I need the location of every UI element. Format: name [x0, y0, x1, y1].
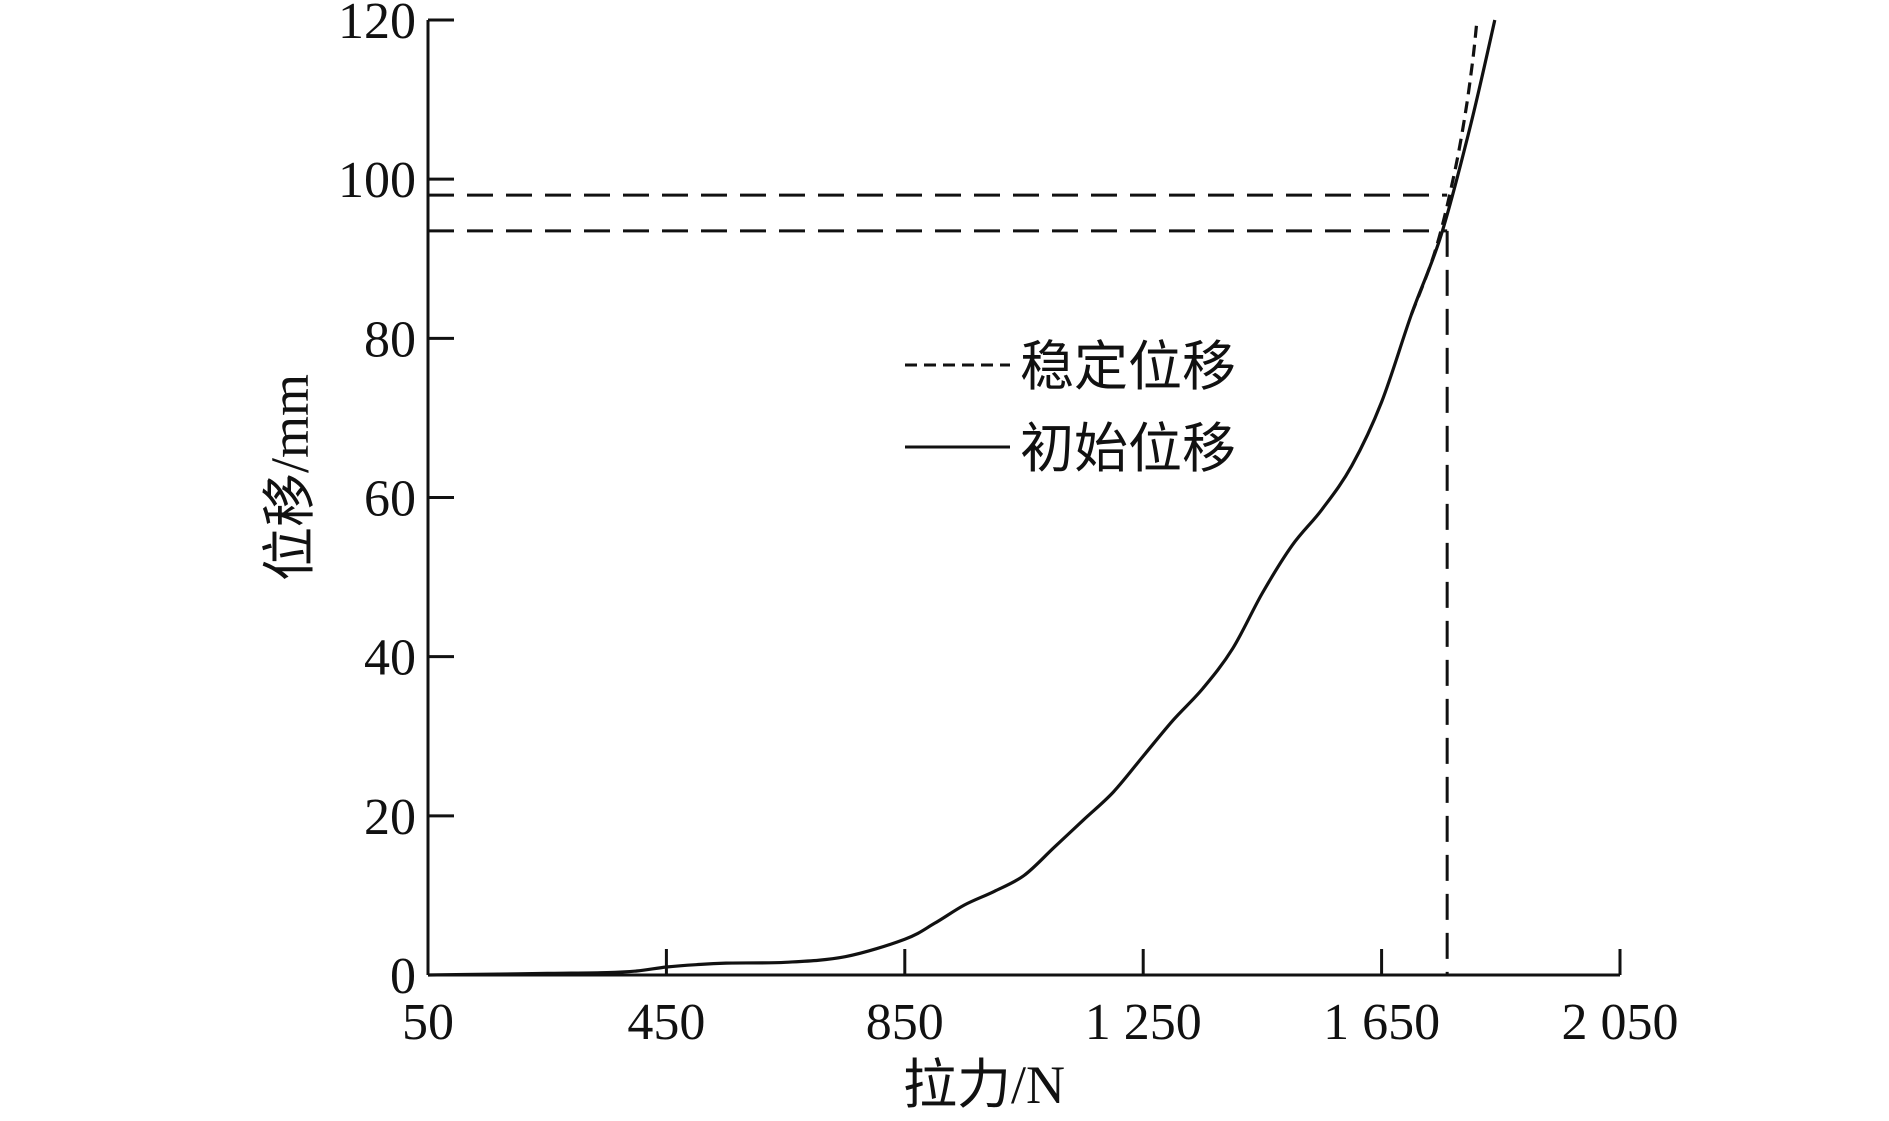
legend-label-initial: 初始位移 [1020, 417, 1236, 480]
reference-lines [428, 193, 1449, 975]
x-tick-label-0: 50 [402, 994, 454, 1051]
x-tick-label-4: 1 650 [1323, 994, 1440, 1051]
y-tick-label-3: 60 [364, 471, 416, 528]
x-tick-label-3: 1 250 [1085, 994, 1202, 1051]
x-tick-label-1: 450 [627, 994, 705, 1051]
y-axis-label: 位移/mm [260, 374, 320, 581]
x-tick-label-5: 2 050 [1562, 994, 1679, 1051]
axes [426, 20, 1620, 977]
legend: 稳定位移 初始位移 [905, 335, 1236, 480]
y-tick-label-4: 80 [364, 311, 416, 368]
series-line-initial [427, 19, 1497, 977]
x-tick-label-2: 850 [866, 994, 944, 1051]
x-axis-label: 拉力/N [903, 1055, 1065, 1115]
series-line-stable [1409, 19, 1479, 316]
ticks: 50 450 850 1 250 1 650 2 050 0 20 40 60 80 100 120 [338, 0, 1679, 1051]
y-tick-label-5: 100 [338, 152, 416, 209]
legend-label-stable: 稳定位移 [1020, 335, 1236, 398]
y-tick-label-6: 120 [338, 0, 416, 50]
y-tick-label-1: 20 [364, 789, 416, 846]
y-tick-label-2: 40 [364, 630, 416, 687]
series-lines [427, 19, 1497, 977]
y-tick-label-0: 0 [390, 948, 416, 1005]
